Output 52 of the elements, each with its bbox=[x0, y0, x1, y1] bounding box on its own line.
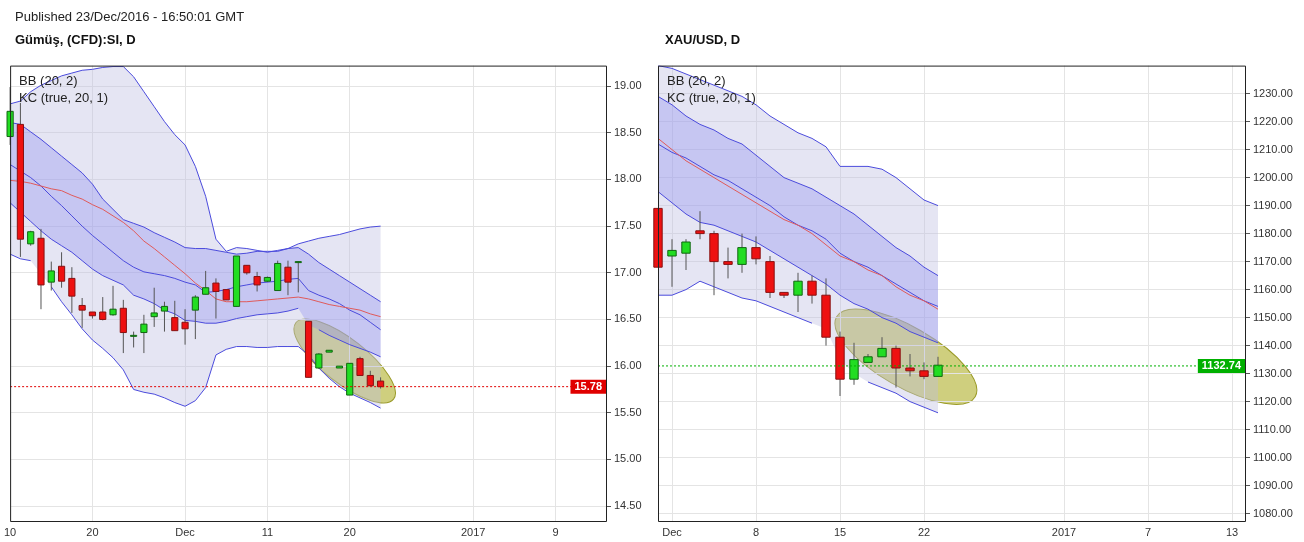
y-tick-label: 1230.00 bbox=[1253, 86, 1293, 99]
x-tick-label: 9 bbox=[552, 525, 559, 538]
y-tick-label: 1180.00 bbox=[1253, 226, 1292, 239]
x-tick-label: Dec bbox=[662, 525, 683, 538]
y-tick-label: 1150.00 bbox=[1253, 310, 1292, 323]
y-tick-label: 1100.00 bbox=[1253, 450, 1292, 463]
x-tick-label: 15 bbox=[833, 525, 847, 538]
chart-title: XAU/USD, D bbox=[665, 32, 741, 47]
y-tick-label: 17.50 bbox=[614, 219, 642, 232]
x-tick-label: 7 bbox=[1144, 525, 1152, 538]
x-tick-label: Dec bbox=[175, 525, 196, 538]
chart-title: Gümüş, (CFD):SI, D bbox=[15, 32, 136, 47]
y-tick-label: 1140.00 bbox=[1253, 338, 1292, 351]
y-tick-label: 19.00 bbox=[614, 79, 642, 92]
x-tick-label: 2017 bbox=[1051, 525, 1077, 538]
y-tick-label: 18.50 bbox=[614, 125, 642, 138]
y-tick-label: 15.00 bbox=[614, 452, 642, 465]
y-tick-label: 1190.00 bbox=[1253, 198, 1292, 211]
y-tick-label: 16.00 bbox=[614, 359, 642, 372]
annotation: KC (true, 20, 1) bbox=[667, 89, 756, 105]
y-tick-label: 1120.00 bbox=[1253, 394, 1292, 407]
y-tick-label: 1210.00 bbox=[1253, 142, 1293, 155]
y-tick-label: 15.50 bbox=[614, 405, 642, 418]
y-tick-label: 1130.00 bbox=[1253, 366, 1292, 379]
x-tick-label: 13 bbox=[1225, 525, 1239, 538]
x-tick-label: 22 bbox=[917, 525, 931, 538]
annotation: KC (true, 20, 1) bbox=[19, 89, 108, 105]
x-tick-label: 8 bbox=[752, 525, 760, 538]
y-tick-label: 1110.00 bbox=[1253, 422, 1292, 435]
y-tick-label: 16.50 bbox=[614, 312, 642, 325]
x-tick-label: 10 bbox=[3, 525, 17, 538]
candlestick bbox=[919, 361, 929, 380]
x-tick-label: 11 bbox=[261, 525, 274, 538]
y-tick-label: 1080.00 bbox=[1253, 506, 1293, 519]
y-tick-label: 1170.00 bbox=[1253, 254, 1292, 267]
x-tick-label: 2017 bbox=[460, 525, 486, 538]
candlestick bbox=[737, 233, 747, 274]
y-tick-label: 18.00 bbox=[614, 172, 642, 185]
ref-line-label: 15.78 bbox=[574, 380, 602, 393]
candlestick bbox=[849, 342, 859, 386]
x-tick-label: 20 bbox=[86, 525, 99, 538]
chart-subtitle: Published 23/Dec/2016 - 16:50:01 GMT bbox=[15, 9, 245, 24]
y-tick-label: 17.00 bbox=[614, 265, 642, 278]
y-tick-label: 1160.00 bbox=[1253, 282, 1292, 295]
y-tick-label: 1220.00 bbox=[1253, 114, 1293, 127]
y-tick-label: 14.50 bbox=[614, 499, 642, 512]
ref-line-label: 1132.74 bbox=[1201, 359, 1242, 372]
x-tick-label: 20 bbox=[343, 525, 356, 538]
candlestick bbox=[723, 247, 733, 279]
annotation: BB (20, 2) bbox=[19, 72, 78, 88]
y-tick-label: 1090.00 bbox=[1253, 478, 1293, 491]
y-tick-label: 1200.00 bbox=[1253, 170, 1293, 183]
